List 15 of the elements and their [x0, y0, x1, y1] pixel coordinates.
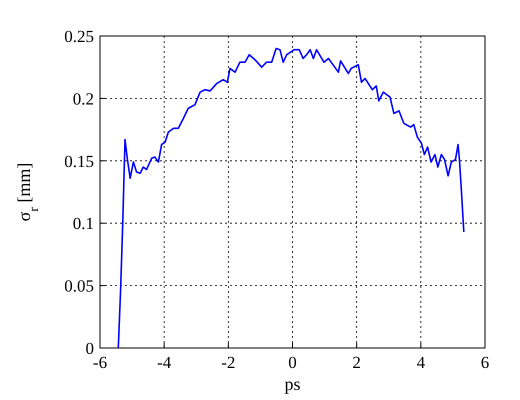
x-tick-label: 6 [480, 353, 490, 372]
y-tick-label: 0.2 [72, 89, 94, 108]
y-tick-label: 0.05 [64, 276, 94, 296]
x-axis-title: ps [284, 374, 301, 394]
line-series [117, 48, 465, 349]
y-tick-label: 0.1 [72, 214, 94, 234]
x-tick-label: 4 [416, 353, 426, 372]
y-tick-label: 0.25 [64, 26, 94, 46]
x-tick-label: 0 [288, 353, 297, 372]
x-tick-label: 2 [352, 353, 361, 372]
x-tick-label: -4 [157, 353, 172, 372]
x-tick-label: -2 [221, 353, 236, 372]
x-tick-label: -6 [92, 353, 108, 372]
y-tick-label: 0.15 [64, 152, 94, 171]
y-tick-label: 0 [86, 338, 94, 358]
